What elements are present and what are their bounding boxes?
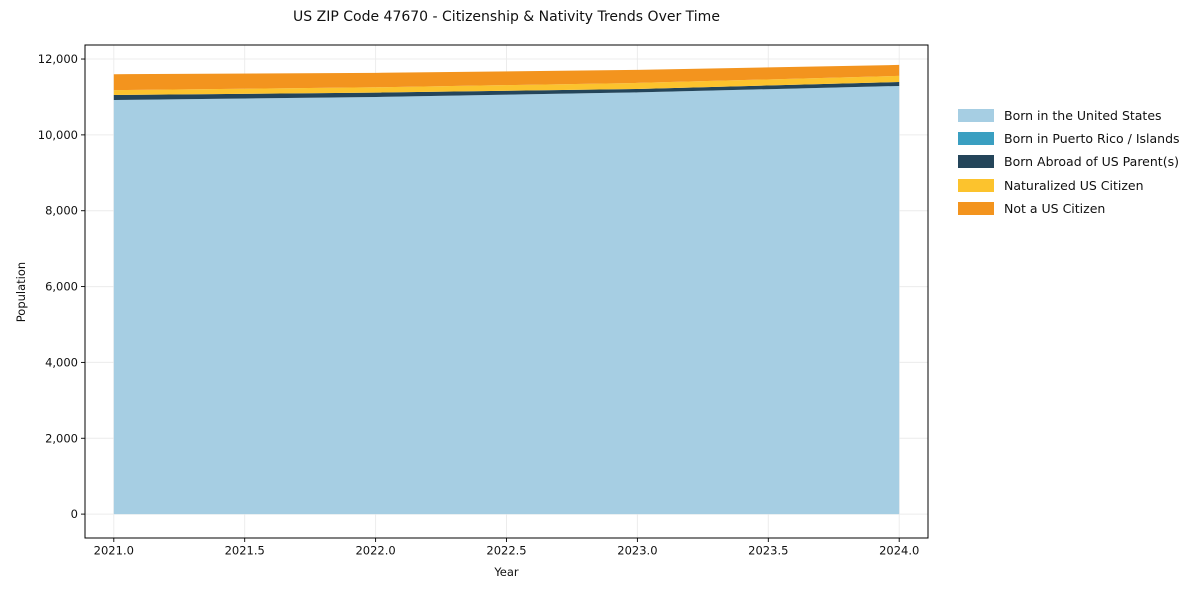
legend-item: Born in Puerto Rico / Islands	[958, 127, 1180, 150]
x-tick-label: 2023.5	[748, 544, 788, 558]
legend-swatch	[958, 178, 994, 192]
y-tick-label: 2,000	[45, 431, 78, 445]
y-tick-label: 0	[71, 507, 78, 521]
x-axis-label: Year	[494, 565, 519, 579]
legend-label: Born Abroad of US Parent(s)	[1004, 154, 1179, 170]
area-series-0	[113, 85, 900, 515]
legend-item: Not a US Citizen	[958, 197, 1180, 220]
y-tick-label: 8,000	[45, 204, 78, 218]
area-series-4	[113, 64, 900, 91]
x-tick-label: 2022.0	[355, 544, 395, 558]
legend-swatch	[958, 132, 994, 146]
y-tick-label: 12,000	[38, 52, 78, 66]
x-tick-label: 2023.0	[617, 544, 657, 558]
area-series-3	[113, 75, 900, 96]
legend-swatch	[958, 109, 994, 123]
chart-title: US ZIP Code 47670 - Citizenship & Nativi…	[293, 9, 720, 25]
legend-label: Not a US Citizen	[1004, 200, 1106, 216]
legend-label: Born in Puerto Rico / Islands	[1004, 131, 1180, 147]
legend-label: Naturalized US Citizen	[1004, 177, 1144, 193]
y-tick-label: 4,000	[45, 355, 78, 369]
legend-swatch	[958, 201, 994, 215]
y-tick-label: 10,000	[38, 128, 78, 142]
legend: Born in the United States Born in Puerto …	[958, 104, 1180, 220]
legend-item: Born in the United States	[958, 104, 1180, 127]
x-tick-label: 2021.0	[94, 544, 134, 558]
y-tick-label: 6,000	[45, 280, 78, 294]
x-tick-label: 2021.5	[225, 544, 265, 558]
legend-item: Born Abroad of US Parent(s)	[958, 150, 1180, 173]
y-axis-label: Population	[14, 261, 28, 323]
legend-label: Born in the United States	[1004, 108, 1162, 124]
legend-item: Naturalized US Citizen	[958, 174, 1180, 197]
x-tick-label: 2024.0	[879, 544, 919, 558]
legend-swatch	[958, 155, 994, 169]
x-tick-label: 2022.5	[486, 544, 526, 558]
area-series-2	[113, 81, 900, 100]
